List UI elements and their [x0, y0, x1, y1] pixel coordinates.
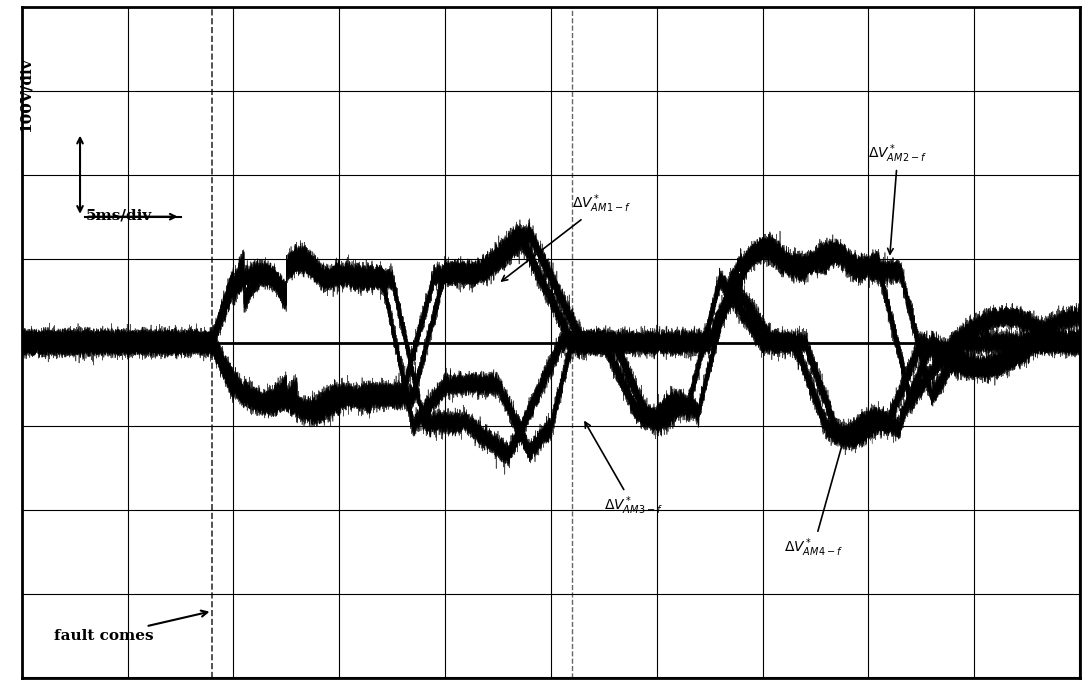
- Text: $\Delta V^*_{AM3-f}$: $\Delta V^*_{AM3-f}$: [585, 422, 662, 518]
- Text: $\Delta V^*_{AM1-f}$: $\Delta V^*_{AM1-f}$: [502, 192, 631, 281]
- Text: fault comes: fault comes: [53, 610, 207, 643]
- Text: 5ms/div: 5ms/div: [85, 208, 152, 222]
- Text: $\Delta V^*_{AM2-f}$: $\Delta V^*_{AM2-f}$: [868, 143, 927, 254]
- Text: 100V/div: 100V/div: [19, 57, 33, 132]
- Text: $\Delta V^*_{AM4-f}$: $\Delta V^*_{AM4-f}$: [783, 431, 848, 559]
